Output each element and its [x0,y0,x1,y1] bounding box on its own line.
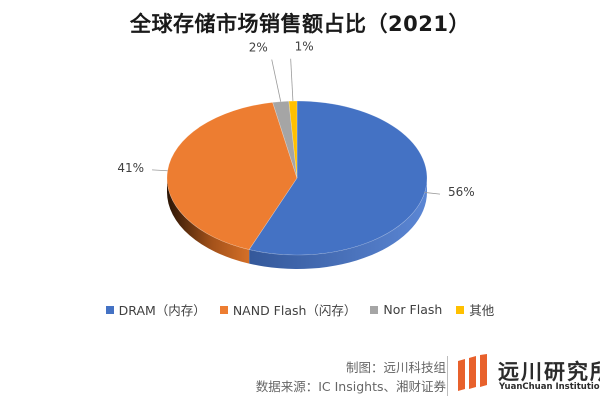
legend-swatch-other [456,305,465,314]
chart-title: 全球存储市场销售额占比（2021） [130,12,470,36]
legend-label-nand: NAND Flash（闪存） [232,303,357,318]
leader-line-nand [152,169,168,172]
data-label-other: 1% [295,40,314,54]
logo-name-cn: 远川研究所 [498,360,600,384]
legend-item-nand: NAND Flash（闪存） [219,300,357,319]
legend-label-other: 其他 [469,303,495,318]
footer-maker: 制图：远川科技组 [345,360,446,375]
legend-item-nor: Nor Flash [370,302,442,317]
pie-side-dram [249,178,427,269]
footer-credits: 制图：远川科技组 数据来源：IC Insights、湘财证券 [236,358,446,396]
leader-line-dram [424,192,441,195]
logo-mark-icon [458,354,487,391]
chart-legend: DRAM（内存） NAND Flash（闪存） Nor Flash 其他 [0,300,600,319]
pie-chart: 56% 41% 2% 1% [117,40,475,269]
brand-logo: 远川研究所 YuanChuan Institution [455,352,600,398]
data-label-nor: 2% [249,41,268,55]
pie-side-nand [167,178,250,264]
leader-line-nor [271,59,282,102]
legend-label-nor: Nor Flash [383,302,443,317]
legend-label-dram: DRAM（内存） [118,303,206,318]
legend-swatch-dram [105,305,114,314]
legend-swatch-nand [219,305,228,314]
logo-name-en: YuanChuan Institution [499,382,600,392]
data-label-nand: 41% [117,161,144,175]
leader-line-other [290,58,294,102]
legend-item-dram: DRAM（内存） [105,300,206,319]
footer-source: 数据来源：IC Insights、湘财证券 [255,379,446,394]
data-label-dram: 56% [448,185,475,199]
pie-slice-dram [248,100,428,256]
legend-item-other: 其他 [456,300,494,319]
footer-divider [447,356,448,396]
legend-swatch-nor [370,305,379,314]
